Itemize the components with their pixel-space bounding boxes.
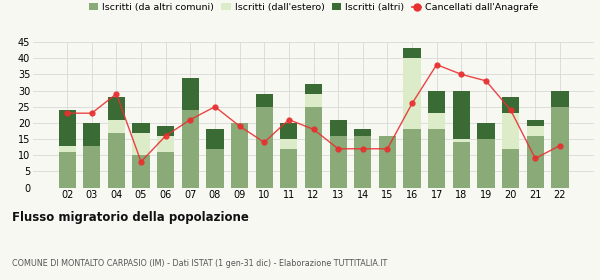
Bar <box>354 129 371 136</box>
Bar <box>502 113 519 149</box>
Bar <box>305 84 322 94</box>
Bar <box>403 58 421 129</box>
Bar <box>527 120 544 126</box>
Bar <box>329 136 347 188</box>
Bar <box>83 146 100 188</box>
Bar <box>403 48 421 58</box>
Bar <box>551 107 569 188</box>
Bar <box>280 149 298 188</box>
Bar <box>157 152 174 188</box>
Bar <box>133 123 149 133</box>
Bar <box>329 120 347 136</box>
Bar <box>428 113 445 129</box>
Bar <box>280 123 298 139</box>
Bar <box>108 120 125 133</box>
Bar <box>453 90 470 139</box>
Bar <box>59 146 76 152</box>
Text: COMUNE DI MONTALTO CARPASIO (IM) - Dati ISTAT (1 gen-31 dic) - Elaborazione TUTT: COMUNE DI MONTALTO CARPASIO (IM) - Dati … <box>12 259 387 268</box>
Bar <box>182 110 199 188</box>
Bar <box>231 123 248 188</box>
Bar <box>256 94 273 107</box>
Bar <box>428 129 445 188</box>
Bar <box>379 136 396 188</box>
Bar <box>305 107 322 188</box>
Bar <box>256 107 273 188</box>
Bar <box>182 78 199 110</box>
Bar <box>206 149 224 188</box>
Bar <box>108 97 125 120</box>
Bar <box>453 142 470 188</box>
Bar <box>83 123 100 146</box>
Bar <box>502 149 519 188</box>
Bar <box>478 139 494 188</box>
Bar <box>206 129 224 149</box>
Bar <box>133 155 149 188</box>
Bar <box>428 90 445 113</box>
Bar <box>403 129 421 188</box>
Bar <box>354 136 371 188</box>
Bar <box>527 136 544 188</box>
Bar <box>157 126 174 136</box>
Bar <box>108 133 125 188</box>
Bar <box>157 136 174 152</box>
Bar <box>502 97 519 113</box>
Bar <box>280 139 298 149</box>
Bar <box>478 123 494 139</box>
Bar <box>527 126 544 136</box>
Bar <box>551 90 569 107</box>
Text: Flusso migratorio della popolazione: Flusso migratorio della popolazione <box>12 211 249 224</box>
Bar <box>453 139 470 142</box>
Legend: Iscritti (da altri comuni), Iscritti (dall'estero), Iscritti (altri), Cancellati: Iscritti (da altri comuni), Iscritti (da… <box>89 3 538 12</box>
Bar <box>59 152 76 188</box>
Bar <box>133 133 149 155</box>
Bar <box>305 94 322 107</box>
Bar <box>59 110 76 146</box>
